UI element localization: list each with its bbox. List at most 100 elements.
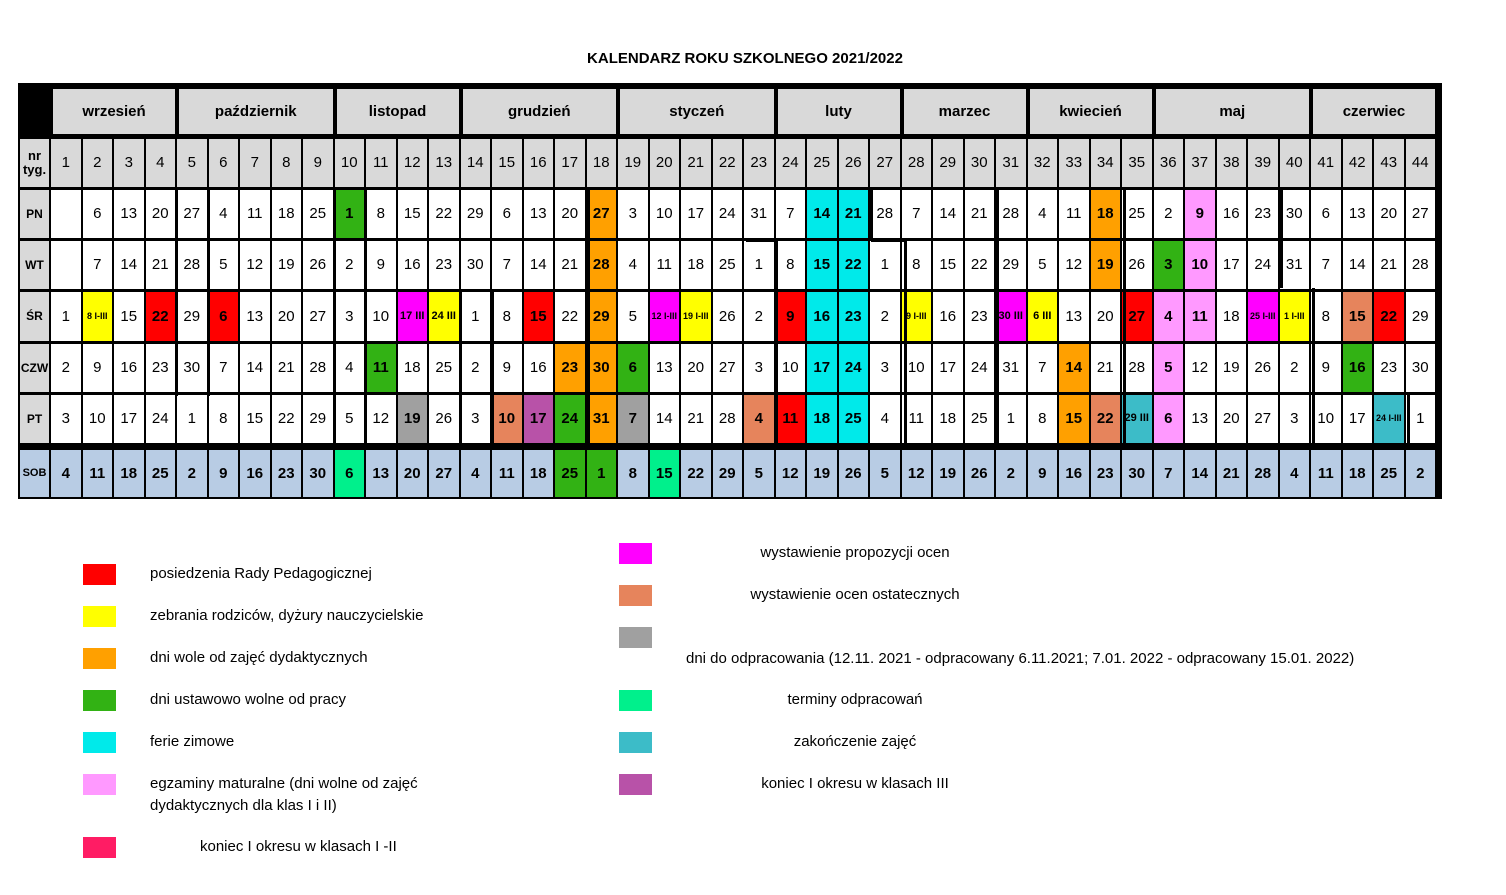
- legend-swatch-ferie: [83, 732, 116, 753]
- week-number: 21: [681, 139, 711, 187]
- month-divider: [870, 187, 873, 239]
- week-number: 44: [1405, 139, 1435, 187]
- day-cell: 1: [334, 190, 364, 238]
- month-header-5: luty: [777, 89, 900, 134]
- day-cell: 11: [1311, 450, 1341, 497]
- day-cell: 12: [901, 450, 931, 497]
- week-number: 3: [114, 139, 144, 187]
- week-number: 35: [1122, 139, 1152, 187]
- week-number: 23: [744, 139, 774, 187]
- week-number: 5: [177, 139, 207, 187]
- day-cell: 23: [429, 241, 459, 289]
- day-cell: 21: [681, 395, 711, 443]
- day-cell: 9: [1027, 450, 1057, 497]
- week-number: 25: [807, 139, 837, 187]
- week-number: 6: [208, 139, 238, 187]
- day-cell: 4: [1153, 292, 1183, 341]
- day-cell: 16: [1216, 190, 1246, 238]
- day-cell: 13: [1185, 395, 1215, 443]
- day-cell: 30: [177, 344, 207, 392]
- day-cell: 23: [145, 344, 175, 392]
- week-number: 43: [1374, 139, 1404, 187]
- legend-swatch-zebrania: [83, 606, 116, 627]
- legend-swatch-wolne: [83, 648, 116, 669]
- day-cell: 11: [240, 190, 270, 238]
- day-cell: 17 III: [397, 292, 427, 341]
- day-cell: 14: [807, 190, 837, 238]
- day-cell: 18: [271, 190, 301, 238]
- day-cell: 9: [1311, 344, 1341, 392]
- day-cell: 19: [271, 241, 301, 289]
- day-cell: 24: [1248, 241, 1278, 289]
- day-cell: 30: [586, 344, 616, 392]
- week-number-header: nr tyg.: [20, 139, 49, 187]
- week-number: 19: [618, 139, 648, 187]
- day-cell: 10: [492, 395, 522, 443]
- day-cell: 13: [523, 190, 553, 238]
- week-number: 18: [586, 139, 616, 187]
- day-cell: 2: [460, 344, 490, 392]
- legend-label-propozycje: wystawienie propozycji ocen: [760, 544, 950, 561]
- day-cell: 19: [807, 450, 837, 497]
- day-cell: 29: [177, 292, 207, 341]
- day-cell: 6: [208, 292, 238, 341]
- legend-label-ostateczne: wystawienie ocen ostatecznych: [750, 586, 960, 603]
- day-cell: 8: [1311, 292, 1341, 341]
- day-cell: 22: [681, 450, 711, 497]
- week-number: 32: [1027, 139, 1057, 187]
- day-cell: 3: [460, 395, 490, 443]
- week-number: 14: [460, 139, 490, 187]
- day-cell: 11: [1059, 190, 1089, 238]
- day-cell: 12: [1185, 344, 1215, 392]
- day-cell: 9: [775, 292, 805, 341]
- day-cell: 26: [838, 450, 868, 497]
- day-cell: 8 I-III: [82, 292, 112, 341]
- day-cell: 4: [51, 450, 81, 497]
- day-cell: 5: [208, 241, 238, 289]
- day-cell: 27: [429, 450, 459, 497]
- month-divider: [871, 239, 905, 242]
- day-cell: 4: [744, 395, 774, 443]
- week-number: 8: [271, 139, 301, 187]
- day-cell: 10: [775, 344, 805, 392]
- day-cell: 29: [586, 292, 616, 341]
- day-cell: 7: [901, 190, 931, 238]
- week-number: 7: [240, 139, 270, 187]
- month-header-2: listopad: [336, 89, 459, 134]
- day-cell: 28: [870, 190, 900, 238]
- day-cell: 12: [775, 450, 805, 497]
- legend-label-ferie: ferie zimowe: [150, 733, 235, 750]
- day-cell: 25: [838, 395, 868, 443]
- day-cell: 13: [366, 450, 396, 497]
- day-cell: 5: [1027, 241, 1057, 289]
- day-cell: 11: [366, 344, 396, 392]
- day-cell: 24: [964, 344, 994, 392]
- day-cell: 15: [397, 190, 427, 238]
- day-cell: 23: [838, 292, 868, 341]
- day-cell: 18: [114, 450, 144, 497]
- day-cell: 17: [681, 190, 711, 238]
- week-number: 15: [492, 139, 522, 187]
- week-number: 40: [1279, 139, 1309, 187]
- day-cell: 26: [429, 395, 459, 443]
- legend-swatch-rada: [83, 564, 116, 585]
- week-number: 20: [649, 139, 679, 187]
- day-cell: 1: [1405, 395, 1435, 443]
- day-cell: 21: [838, 190, 868, 238]
- day-cell: 4: [460, 450, 490, 497]
- day-cell: 10: [366, 292, 396, 341]
- day-cell: 18: [397, 344, 427, 392]
- day-cell: 17: [523, 395, 553, 443]
- day-label-1: WT: [20, 241, 49, 289]
- day-cell: 3: [744, 344, 774, 392]
- day-label-4: PT: [20, 395, 49, 443]
- day-cell: 1: [586, 450, 616, 497]
- week-number: 36: [1153, 139, 1183, 187]
- day-cell: 7: [1027, 344, 1057, 392]
- day-cell: 22: [1374, 292, 1404, 341]
- day-cell: 16: [1342, 344, 1372, 392]
- day-label-2: ŚR: [20, 292, 49, 341]
- day-cell: 24: [838, 344, 868, 392]
- month-divider: [996, 187, 999, 444]
- legend-label-wolne: dni wole od zajęć dydaktycznych: [150, 649, 368, 666]
